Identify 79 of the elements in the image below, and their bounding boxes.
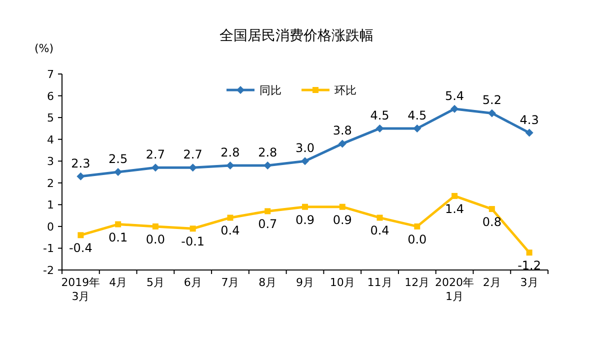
data-label: 3.0 bbox=[295, 141, 315, 156]
point bbox=[114, 168, 122, 176]
data-label: 0.4 bbox=[220, 224, 240, 238]
point bbox=[302, 204, 308, 210]
y-tick-label: 7 bbox=[47, 68, 54, 81]
data-label: 5.4 bbox=[444, 88, 464, 103]
point bbox=[188, 164, 197, 172]
point bbox=[526, 250, 532, 256]
y-tick-label: 6 bbox=[47, 90, 54, 103]
data-label: 2.8 bbox=[258, 145, 278, 160]
x-tick-label: 4月 bbox=[109, 276, 128, 289]
point bbox=[452, 192, 458, 199]
point bbox=[78, 232, 84, 238]
point bbox=[488, 109, 496, 118]
data-label: 2.7 bbox=[146, 148, 166, 162]
y-tick-label: -2 bbox=[43, 264, 54, 277]
x-tick-label: 6月 bbox=[184, 276, 202, 289]
x-tick-label: 5月 bbox=[146, 276, 164, 289]
data-label: 0.1 bbox=[108, 230, 128, 244]
point bbox=[525, 128, 534, 137]
data-label: 0.8 bbox=[482, 215, 502, 230]
data-label: 2.3 bbox=[71, 156, 90, 170]
y-tick-label: 0 bbox=[47, 220, 54, 234]
data-label: 1.4 bbox=[444, 202, 464, 216]
y-tick-label: 3 bbox=[47, 155, 54, 168]
data-label: 4.5 bbox=[408, 108, 427, 122]
data-label: 5.2 bbox=[482, 93, 502, 108]
x-tick-label: 11月 bbox=[367, 276, 392, 289]
point bbox=[264, 161, 272, 170]
point bbox=[338, 140, 346, 148]
point bbox=[152, 223, 158, 230]
y-tick-label: 4 bbox=[47, 133, 54, 146]
y-axis-title: (%) bbox=[34, 42, 54, 55]
data-label: 0.9 bbox=[332, 212, 352, 227]
point bbox=[376, 214, 383, 221]
point bbox=[339, 204, 346, 210]
point bbox=[226, 161, 234, 170]
y-tick-label: 1 bbox=[47, 198, 54, 212]
data-label: 0.0 bbox=[408, 232, 427, 246]
point bbox=[76, 172, 85, 180]
data-label: 3.8 bbox=[332, 124, 352, 138]
data-label: 0.0 bbox=[146, 232, 166, 246]
legend-label: 同比 bbox=[260, 84, 282, 97]
x-tick-label: 8月 bbox=[258, 276, 277, 289]
point bbox=[227, 214, 234, 221]
point bbox=[413, 124, 422, 132]
legend-label: 环比 bbox=[334, 84, 356, 97]
data-label: 2.5 bbox=[108, 152, 128, 166]
data-label: -0.4 bbox=[68, 241, 92, 256]
data-label: 2.8 bbox=[220, 145, 240, 160]
point bbox=[151, 164, 160, 172]
x-tick-label: 7月 bbox=[221, 276, 240, 289]
point bbox=[190, 226, 196, 232]
x-tick-label: 2019年 3月 bbox=[61, 276, 100, 303]
data-label: -1.2 bbox=[518, 258, 542, 273]
point bbox=[115, 221, 122, 228]
data-label: 0.9 bbox=[295, 212, 315, 227]
data-label: 4.5 bbox=[370, 108, 390, 122]
data-label: 0.4 bbox=[370, 224, 390, 238]
y-tick-label: -1 bbox=[43, 242, 54, 256]
x-tick-label: 2020年 1月 bbox=[435, 276, 474, 303]
point bbox=[488, 206, 495, 212]
data-label: 0.7 bbox=[258, 217, 278, 232]
y-tick-label: 2 bbox=[47, 176, 54, 190]
x-tick-label: 10月 bbox=[330, 276, 355, 289]
point bbox=[376, 124, 384, 132]
point bbox=[301, 157, 309, 166]
x-tick-label: 9月 bbox=[296, 276, 314, 289]
chart-title: 全国居民消费价格涨跌幅 bbox=[220, 28, 374, 44]
data-label: 2.7 bbox=[183, 148, 202, 162]
x-tick-label: 12月 bbox=[404, 276, 430, 289]
y-tick-label: 5 bbox=[47, 112, 54, 125]
x-tick-label: 3月 bbox=[520, 276, 538, 289]
point bbox=[450, 104, 459, 113]
data-label: -0.1 bbox=[181, 234, 205, 249]
point bbox=[414, 223, 420, 230]
data-label: 4.3 bbox=[520, 112, 539, 127]
point bbox=[264, 208, 271, 214]
x-tick-label: 2月 bbox=[482, 276, 501, 289]
